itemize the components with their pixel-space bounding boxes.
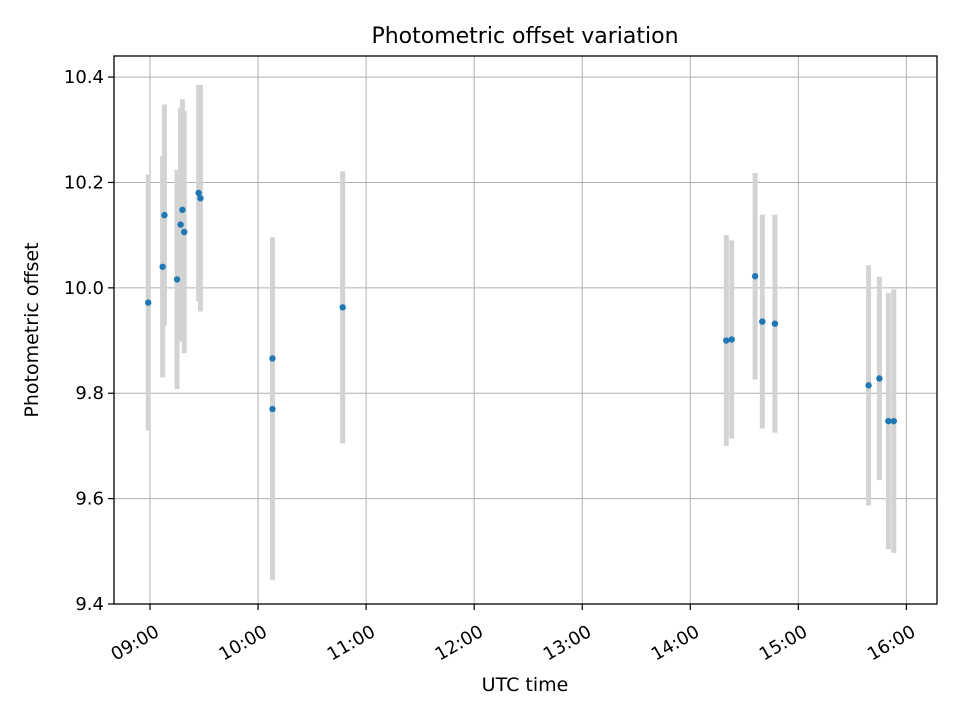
data-point bbox=[179, 206, 186, 214]
y-axis-ticks: 9.4 9.6 9.8 10.0 10.2 10.4 bbox=[64, 67, 114, 615]
y-tick-label: 10.4 bbox=[64, 67, 104, 88]
data-point bbox=[269, 355, 276, 362]
y-tick-label: 9.8 bbox=[75, 383, 104, 404]
data-point bbox=[145, 299, 152, 306]
y-tick-label: 10.2 bbox=[64, 172, 104, 193]
chart-title: Photometric offset variation bbox=[371, 24, 678, 49]
data-point bbox=[865, 382, 872, 389]
y-tick-label: 9.6 bbox=[75, 489, 104, 510]
data-point bbox=[751, 273, 759, 280]
data-point bbox=[890, 417, 897, 425]
y-tick-label: 9.4 bbox=[75, 594, 104, 615]
grid bbox=[114, 56, 937, 605]
data-point bbox=[197, 195, 204, 202]
data-point bbox=[885, 417, 892, 425]
data-point bbox=[759, 318, 766, 325]
data-point bbox=[269, 405, 276, 413]
data-point bbox=[771, 320, 779, 327]
data-point bbox=[723, 337, 730, 344]
data-point bbox=[728, 336, 735, 343]
data-point bbox=[876, 375, 883, 382]
data-points bbox=[145, 189, 897, 425]
data-point bbox=[339, 304, 346, 311]
data-point bbox=[177, 221, 184, 228]
data-point bbox=[195, 189, 202, 197]
x-axis-label: UTC time bbox=[482, 674, 569, 696]
data-point bbox=[173, 276, 181, 283]
plot-frame bbox=[113, 55, 938, 605]
y-axis-label: Photometric offset bbox=[21, 242, 43, 417]
data-point bbox=[181, 228, 188, 236]
data-point bbox=[161, 211, 168, 219]
y-tick-label: 10.0 bbox=[64, 278, 104, 299]
data-point bbox=[159, 263, 166, 270]
